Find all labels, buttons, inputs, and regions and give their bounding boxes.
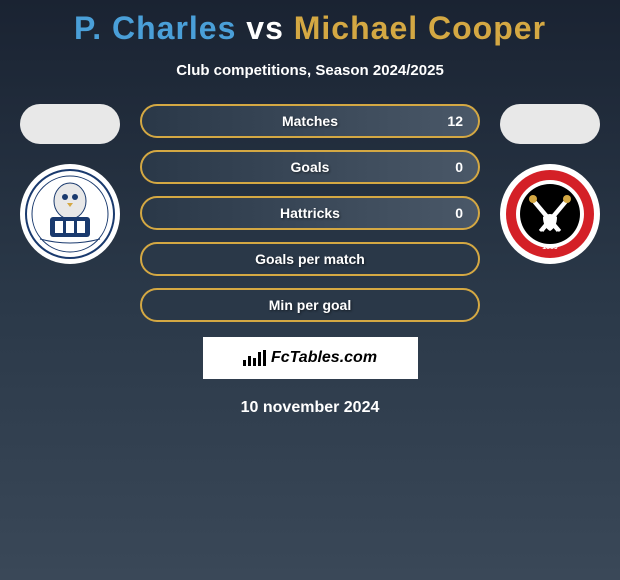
date-text: 10 november 2024 [0,399,620,417]
stats-area: Matches 12 Goals 0 Hattricks 0 Goals per… [130,104,490,322]
watermark-box: FcTables.com [203,337,418,379]
stat-value-right: 0 [455,205,463,221]
sheffield-united-badge-icon: 1889 [505,169,595,259]
vs-text: vs [246,10,284,46]
stat-row-matches: Matches 12 [140,104,480,138]
club-badge-left [20,164,120,264]
player2-photo [500,104,600,144]
chart-icon [243,350,266,366]
main-container: P. Charles vs Michael Cooper Club compet… [0,0,620,417]
subtitle: Club competitions, Season 2024/2025 [0,62,620,79]
player1-name: P. Charles [74,10,236,46]
stat-label: Goals [291,159,330,175]
stat-label: Min per goal [269,297,351,313]
stat-value-right: 12 [447,113,463,129]
stat-value-right: 0 [455,159,463,175]
stat-label: Hattricks [280,205,340,221]
stat-row-goals: Goals 0 [140,150,480,184]
stat-row-hattricks: Hattricks 0 [140,196,480,230]
page-title: P. Charles vs Michael Cooper [0,10,620,47]
player1-side [10,104,130,264]
stat-label: Goals per match [255,251,365,267]
sheffield-wednesday-badge-icon [25,169,115,259]
stat-label: Matches [282,113,338,129]
club-badge-right: 1889 [500,164,600,264]
stat-row-goals-per-match: Goals per match [140,242,480,276]
svg-text:1889: 1889 [542,244,558,251]
player1-photo [20,104,120,144]
stat-row-min-per-goal: Min per goal [140,288,480,322]
player2-name: Michael Cooper [294,10,546,46]
watermark-text: FcTables.com [271,349,377,367]
content-area: Matches 12 Goals 0 Hattricks 0 Goals per… [0,104,620,322]
player2-side: 1889 [490,104,610,264]
